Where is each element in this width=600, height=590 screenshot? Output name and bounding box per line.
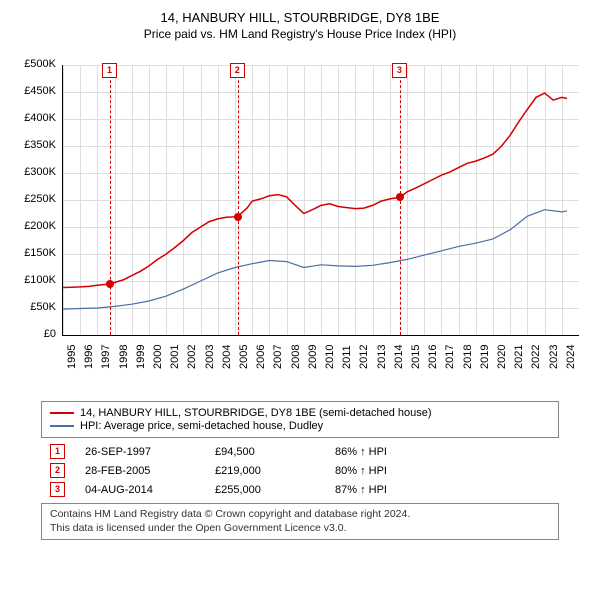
y-axis-label: £150K bbox=[12, 247, 56, 259]
y-axis-label: £350K bbox=[12, 139, 56, 151]
sale-row: 2 28-FEB-2005 £219,000 80% ↑ HPI bbox=[50, 463, 550, 478]
x-axis-label: 2016 bbox=[427, 345, 439, 369]
y-axis-label: £0 bbox=[12, 328, 56, 340]
legend-label: HPI: Average price, semi-detached house,… bbox=[80, 420, 323, 432]
sale-date: 28-FEB-2005 bbox=[85, 465, 195, 477]
x-axis-label: 2001 bbox=[169, 345, 181, 369]
legend-item: 14, HANBURY HILL, STOURBRIDGE, DY8 1BE (… bbox=[50, 407, 550, 419]
y-axis-label: £300K bbox=[12, 166, 56, 178]
legend-label: 14, HANBURY HILL, STOURBRIDGE, DY8 1BE (… bbox=[80, 407, 432, 419]
x-axis-label: 2010 bbox=[324, 345, 336, 369]
x-axis-label: 2003 bbox=[204, 345, 216, 369]
marker-number-box: 2 bbox=[230, 63, 245, 78]
x-axis-label: 2015 bbox=[410, 345, 422, 369]
sale-price: £255,000 bbox=[215, 484, 315, 496]
x-axis-label: 2006 bbox=[255, 345, 267, 369]
sale-price: £219,000 bbox=[215, 465, 315, 477]
sale-pct: 86% ↑ HPI bbox=[335, 446, 387, 458]
x-axis-label: 2004 bbox=[221, 345, 233, 369]
sale-date: 26-SEP-1997 bbox=[85, 446, 195, 458]
y-axis-label: £50K bbox=[12, 301, 56, 313]
price-chart: £0 £50K £100K £150K £200K £250K £300K £350K £400… bbox=[12, 47, 588, 397]
x-axis-label: 2023 bbox=[548, 345, 560, 369]
legend-box: 14, HANBURY HILL, STOURBRIDGE, DY8 1BE (… bbox=[41, 401, 559, 438]
marker-number-box: 3 bbox=[392, 63, 407, 78]
x-axis-label: 2008 bbox=[290, 345, 302, 369]
x-axis-label: 2022 bbox=[530, 345, 542, 369]
x-axis-label: 1997 bbox=[100, 345, 112, 369]
x-axis-label: 2007 bbox=[272, 345, 284, 369]
y-axis-label: £200K bbox=[12, 220, 56, 232]
chart-subtitle: Price paid vs. HM Land Registry's House … bbox=[12, 27, 588, 41]
x-axis-label: 1998 bbox=[118, 345, 130, 369]
chart-svg bbox=[63, 65, 579, 335]
y-axis-label: £400K bbox=[12, 112, 56, 124]
sale-row: 1 26-SEP-1997 £94,500 86% ↑ HPI bbox=[50, 444, 550, 459]
x-axis-label: 2020 bbox=[496, 345, 508, 369]
y-axis-label: £500K bbox=[12, 58, 56, 70]
x-axis-label: 2000 bbox=[152, 345, 164, 369]
page: 14, HANBURY HILL, STOURBRIDGE, DY8 1BE P… bbox=[0, 0, 600, 590]
x-axis-label: 2013 bbox=[376, 345, 388, 369]
x-axis-label: 2017 bbox=[444, 345, 456, 369]
x-axis-label: 1995 bbox=[66, 345, 78, 369]
sale-row: 3 04-AUG-2014 £255,000 87% ↑ HPI bbox=[50, 482, 550, 497]
marker-number-box: 1 bbox=[102, 63, 117, 78]
sale-pct: 80% ↑ HPI bbox=[335, 465, 387, 477]
sale-marker-box: 3 bbox=[50, 482, 65, 497]
marker-dot bbox=[234, 213, 242, 221]
attribution-line: This data is licensed under the Open Gov… bbox=[50, 522, 550, 536]
chart-title: 14, HANBURY HILL, STOURBRIDGE, DY8 1BE bbox=[12, 10, 588, 25]
y-axis-label: £100K bbox=[12, 274, 56, 286]
sales-table: 1 26-SEP-1997 £94,500 86% ↑ HPI 2 28-FEB-2005… bbox=[50, 444, 550, 497]
sale-pct: 87% ↑ HPI bbox=[335, 484, 387, 496]
series-hpi bbox=[63, 210, 567, 309]
series-property bbox=[63, 93, 567, 287]
x-axis-label: 2021 bbox=[513, 345, 525, 369]
marker-dot bbox=[106, 280, 114, 288]
sale-marker-box: 2 bbox=[50, 463, 65, 478]
legend-swatch bbox=[50, 425, 74, 427]
x-axis-label: 2019 bbox=[479, 345, 491, 369]
x-axis-label: 2018 bbox=[462, 345, 474, 369]
x-axis-label: 1996 bbox=[83, 345, 95, 369]
sale-marker-box: 1 bbox=[50, 444, 65, 459]
x-axis-label: 2009 bbox=[307, 345, 319, 369]
plot-area bbox=[62, 65, 579, 336]
legend-item: HPI: Average price, semi-detached house,… bbox=[50, 420, 550, 432]
marker-vline bbox=[110, 65, 111, 335]
x-axis-label: 2011 bbox=[341, 345, 353, 369]
x-axis-label: 1999 bbox=[135, 345, 147, 369]
x-axis-label: 2005 bbox=[238, 345, 250, 369]
sale-date: 04-AUG-2014 bbox=[85, 484, 195, 496]
x-axis-label: 2012 bbox=[358, 345, 370, 369]
legend-swatch bbox=[50, 412, 74, 414]
x-axis-label: 2014 bbox=[393, 345, 405, 369]
sale-price: £94,500 bbox=[215, 446, 315, 458]
y-axis-label: £450K bbox=[12, 85, 56, 97]
attribution-line: Contains HM Land Registry data © Crown c… bbox=[50, 508, 550, 522]
x-axis-label: 2024 bbox=[565, 345, 577, 369]
x-axis-label: 2002 bbox=[186, 345, 198, 369]
marker-vline bbox=[238, 65, 239, 335]
attribution-box: Contains HM Land Registry data © Crown c… bbox=[41, 503, 559, 540]
y-axis-label: £250K bbox=[12, 193, 56, 205]
